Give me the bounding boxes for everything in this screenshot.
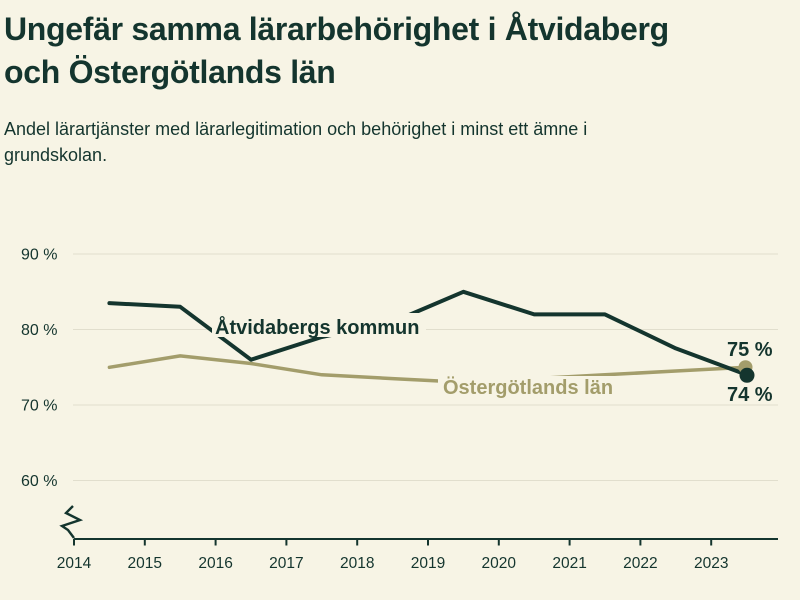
- series-label-atvidaberg: Åtvidabergs kommun: [215, 315, 419, 339]
- x-axis-label-2017: 2017: [269, 555, 303, 572]
- line-chart: 90 % 80 % 70 % 60 % 2014 2015 2016 2017 2018 2019…: [21, 247, 778, 572]
- end-value-label-atvidaberg: 74 %: [727, 384, 773, 406]
- page-title: Ungefär samma lärarbehörighet i Åtvidabe…: [4, 8, 669, 94]
- series-line-atvidaberg: [107, 289, 749, 377]
- end-value-label-ostergotland: 75 %: [727, 339, 773, 361]
- x-axis-label-2020: 2020: [482, 555, 517, 572]
- series-line-ostergotland: [107, 354, 749, 385]
- y-axis-label-90: 90 %: [21, 247, 57, 264]
- y-axis-label-80: 80 %: [21, 322, 57, 339]
- page-subtitle-line-2: grundskolan.: [4, 145, 108, 165]
- x-axis-label-2014: 2014: [57, 555, 92, 572]
- label-knockout-atvidaberg: [212, 313, 426, 337]
- series-label-ostergotland: Östergötlands län: [443, 376, 613, 399]
- x-axis-label-2016: 2016: [198, 555, 232, 572]
- page-subtitle-line-1: Andel lärartjänster med lärarlegitimatio…: [4, 119, 588, 139]
- end-dot-atvidaberg: [739, 367, 755, 383]
- page-title-line-2: och Östergötlands län: [4, 54, 336, 90]
- label-knockout-ostergotland: [438, 376, 615, 403]
- page-subtitle: Andel lärartjänster med lärarlegitimatio…: [4, 116, 587, 168]
- y-axis-label-60: 60 %: [21, 473, 57, 490]
- x-axis-label-2019: 2019: [411, 555, 445, 572]
- x-axis-label-2023: 2023: [694, 555, 728, 572]
- x-axis-label-2015: 2015: [128, 555, 162, 572]
- x-axis-label-2021: 2021: [552, 555, 586, 572]
- page-title-line-1: Ungefär samma lärarbehörighet i Åtvidabe…: [4, 11, 669, 47]
- axis-break-icon: [59, 505, 84, 539]
- x-axis-label-2022: 2022: [623, 555, 657, 572]
- y-axis-label-70: 70 %: [21, 398, 57, 415]
- x-axis-label-2018: 2018: [340, 555, 374, 572]
